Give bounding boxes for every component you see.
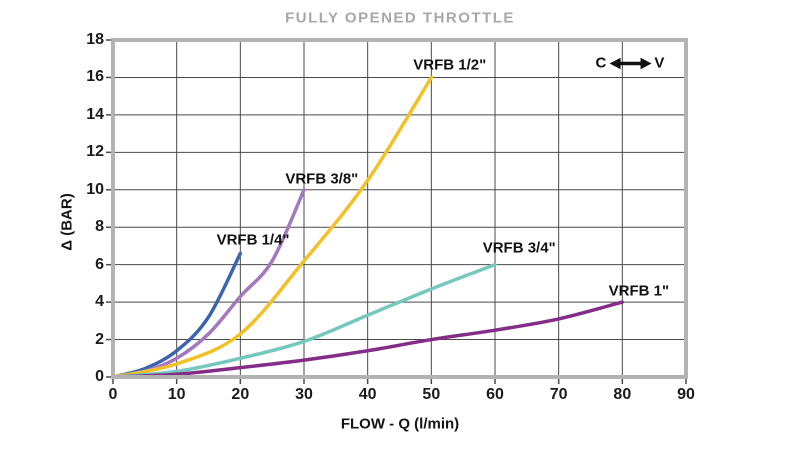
x-tick-label: 20	[231, 386, 250, 403]
series-label-vrfb-half: VRFB 1/2"	[413, 56, 487, 74]
x-tick-label: 90	[677, 386, 695, 403]
cv-annotation-right-label: V	[654, 54, 665, 72]
chart-title: FULLY OPENED THROTTLE	[285, 9, 515, 27]
x-tick-label: 10	[167, 386, 186, 403]
series-line-vrfb-one	[111, 300, 625, 379]
x-tick-label: 40	[358, 386, 377, 403]
y-tick-label: 6	[95, 255, 104, 273]
series-label-vrfb-quarter: VRFB 1/4"	[216, 231, 290, 249]
cv-annotation: C V	[596, 55, 665, 72]
x-tick-label: 30	[295, 386, 313, 403]
plot-area	[106, 38, 688, 384]
y-tick-label: 0	[95, 368, 104, 385]
series-line-vrfb-three-quarters	[111, 262, 497, 379]
y-tick-label: 2	[95, 330, 104, 348]
x-tick-label: 50	[422, 386, 441, 403]
x-axis-label: FLOW - Q (l/min)	[340, 415, 460, 433]
plot-frame	[111, 38, 688, 379]
series-line-vrfb-half	[111, 75, 434, 379]
series-label-vrfb-three-quarters: VRFB 3/4"	[482, 239, 556, 257]
double-arrow-icon	[609, 57, 652, 70]
y-tick-label: 4	[95, 293, 104, 311]
y-tick-label: 12	[86, 143, 104, 161]
y-tick-label: 14	[86, 105, 104, 123]
y-tick-label: 10	[86, 180, 104, 198]
y-axis-label: Δ (BAR)	[58, 193, 76, 251]
series-label-vrfb-one: VRFB 1"	[608, 282, 670, 300]
x-tick-label: 0	[108, 386, 118, 403]
y-tick-label: 8	[95, 218, 104, 236]
x-tick-label: 60	[486, 386, 504, 403]
x-tick-label: 80	[613, 386, 632, 403]
series-label-vrfb-three-eighths: VRFB 3/8"	[285, 170, 359, 188]
y-tick-label: 18	[86, 31, 104, 48]
x-tick-label: 70	[549, 386, 568, 403]
y-tick-label: 16	[86, 68, 104, 86]
cv-annotation-left-label: C	[595, 54, 607, 72]
